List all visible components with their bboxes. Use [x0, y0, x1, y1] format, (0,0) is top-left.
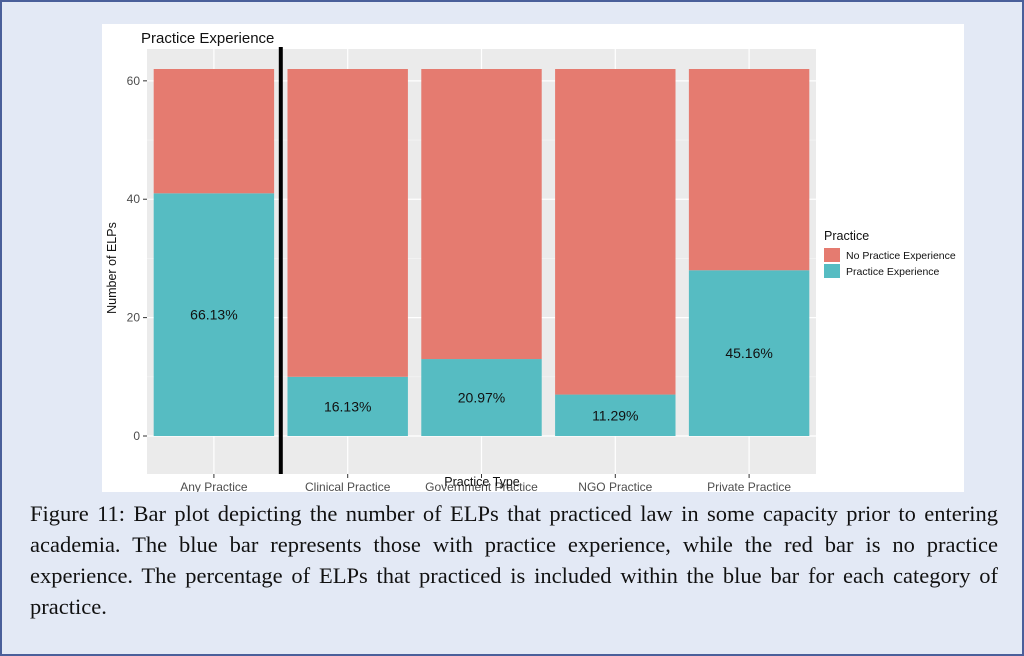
plot-card: Practice Experience 66.13% 16.13% 20.97% 11… [102, 24, 964, 492]
data-label: 45.16% [725, 345, 772, 361]
y-tick-label: 40 [127, 192, 141, 206]
x-tick-label: Private Practice [707, 480, 791, 492]
bar-practice-experience [555, 394, 676, 436]
bar-practice-experience [421, 359, 542, 436]
bar-practice-experience [153, 193, 275, 436]
bar-no-practice-experience [153, 69, 275, 194]
y-tick-label: 60 [127, 74, 141, 88]
legend-key-no-practice-experience [824, 248, 840, 262]
x-tick-label: Government Practice [425, 480, 538, 492]
data-label: 66.13% [190, 307, 237, 323]
stacked-bar-chart: Practice Experience 66.13% 16.13% 20.97% 11… [105, 30, 956, 492]
y-tick-label: 0 [133, 429, 140, 443]
x-tick-label: NGO Practice [578, 480, 652, 492]
chart-title: Practice Experience [141, 30, 274, 47]
bar-no-practice-experience [555, 69, 676, 395]
x-tick-label: Any Practice [180, 480, 248, 492]
bar-no-practice-experience [688, 69, 810, 271]
x-tick-label: Clinical Practice [305, 480, 391, 492]
figure-caption: Figure 11: Bar plot depicting the number… [30, 501, 998, 619]
bar-practice-experience [688, 270, 810, 436]
data-label: 20.97% [458, 390, 505, 406]
data-label: 11.29% [592, 407, 638, 423]
bar-practice-experience [287, 376, 408, 436]
legend-label: No Practice Experience [846, 250, 956, 262]
y-axis-title: Number of ELPs [105, 222, 119, 314]
y-tick-label: 20 [127, 311, 141, 325]
legend-key-practice-experience [824, 264, 840, 278]
x-axis-title: Practice Type [444, 475, 520, 489]
legend-title: Practice [824, 229, 869, 243]
data-label: 16.13% [324, 398, 371, 414]
bar-no-practice-experience [421, 69, 542, 360]
legend-label: Practice Experience [846, 266, 940, 278]
bar-no-practice-experience [287, 69, 408, 377]
legend: Practice No Practice Experience Practice … [824, 229, 956, 278]
